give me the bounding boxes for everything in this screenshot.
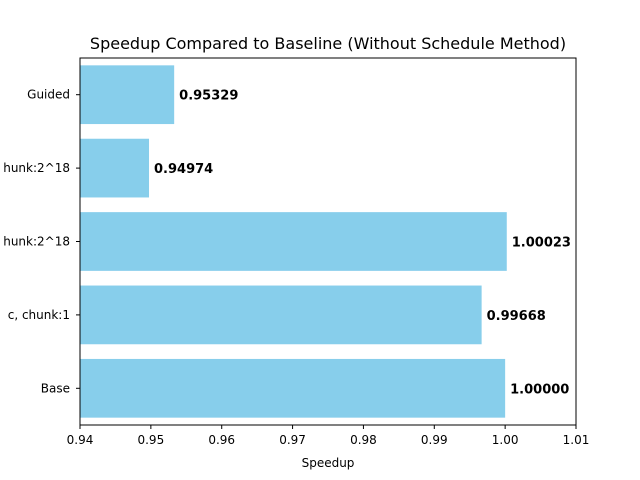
- x-tick-label-5: 0.99: [421, 433, 448, 447]
- x-tick-label-4: 0.98: [350, 433, 377, 447]
- x-tick-label-2: 0.96: [208, 433, 235, 447]
- bar-value-label-3: 0.94974: [154, 162, 213, 177]
- bar-2: [80, 212, 507, 271]
- bar-value-label-1: 0.99668: [487, 309, 546, 324]
- x-tick-label-7: 1.01: [563, 433, 590, 447]
- bar-value-label-4: 0.95329: [179, 89, 238, 104]
- y-ticks: Base c, chunk:1 hunk:2^18 hunk:2^18 Guided: [3, 88, 80, 395]
- chart-title: Speedup Compared to Baseline (Without Sc…: [90, 34, 566, 53]
- x-tick-label-1: 0.95: [137, 433, 164, 447]
- bar-value-label-0: 1.00000: [510, 382, 569, 397]
- y-tick-label-4: Guided: [27, 88, 70, 102]
- bar-value-label-2: 1.00023: [512, 236, 571, 251]
- x-tick-label-6: 1.00: [492, 433, 519, 447]
- y-tick-label-2: hunk:2^18: [3, 235, 70, 249]
- x-tick-label-3: 0.97: [279, 433, 306, 447]
- bar-1: [80, 285, 482, 345]
- bar-0: [80, 358, 506, 418]
- x-ticks: 0.94 0.95 0.96 0.97 0.98 0.99 1.00 1.01: [67, 425, 590, 447]
- x-tick-label-0: 0.94: [67, 433, 94, 447]
- bar-3: [80, 138, 150, 198]
- y-tick-label-3: hunk:2^18: [3, 161, 70, 175]
- y-tick-label-1: c, chunk:1: [8, 308, 70, 322]
- y-tick-label-0: Base: [41, 381, 70, 395]
- x-axis-label: Speedup: [302, 456, 355, 470]
- bar-4: [80, 65, 175, 125]
- bars-layer: 1.00000 0.99668 1.00023 0.94974 0.95329: [80, 65, 571, 418]
